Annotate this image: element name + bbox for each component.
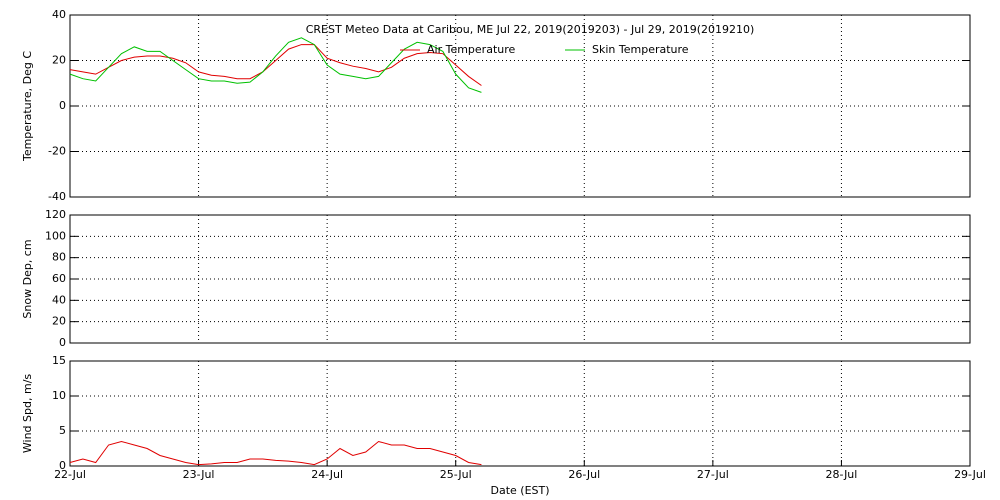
legend-label: Air Temperature xyxy=(427,43,516,56)
y-tick-label: 40 xyxy=(52,293,66,306)
y-tick-label: 20 xyxy=(52,54,66,67)
data-line xyxy=(69,44,482,86)
y-tick-label: 10 xyxy=(52,389,66,402)
y-tick-label: -40 xyxy=(48,190,66,203)
x-tick-label: 29-Jul xyxy=(954,468,986,481)
x-tick-label: 28-Jul xyxy=(825,468,857,481)
y-tick-label: 0 xyxy=(59,336,66,349)
legend-label: Skin Temperature xyxy=(592,43,689,56)
x-tick-label: 26-Jul xyxy=(568,468,600,481)
x-tick-label: 23-Jul xyxy=(183,468,215,481)
x-tick-label: 22-Jul xyxy=(54,468,86,481)
x-tick-label: 24-Jul xyxy=(311,468,343,481)
y-tick-label: 60 xyxy=(52,272,66,285)
chart-title: CREST Meteo Data at Caribou, ME Jul 22, … xyxy=(306,23,755,36)
y-tick-label: 100 xyxy=(45,229,66,242)
data-line xyxy=(69,37,482,93)
y-axis-label: Wind Spd, m/s xyxy=(21,374,34,454)
y-tick-label: 0 xyxy=(59,99,66,112)
y-tick-label: 5 xyxy=(59,424,66,437)
y-tick-label: 120 xyxy=(45,208,66,221)
y-axis-label: Snow Dep, cm xyxy=(21,239,34,318)
y-tick-label: 0 xyxy=(59,459,66,472)
y-tick-label: 80 xyxy=(52,251,66,264)
y-tick-label: 15 xyxy=(52,354,66,367)
x-tick-label: 25-Jul xyxy=(440,468,472,481)
x-tick-label: 27-Jul xyxy=(697,468,729,481)
y-tick-label: 20 xyxy=(52,315,66,328)
y-tick-label: 40 xyxy=(52,8,66,21)
y-axis-label: Temperature, Deg C xyxy=(21,51,34,162)
data-line xyxy=(69,440,482,466)
y-tick-label: -20 xyxy=(48,145,66,158)
x-axis-label: Date (EST) xyxy=(490,484,549,497)
